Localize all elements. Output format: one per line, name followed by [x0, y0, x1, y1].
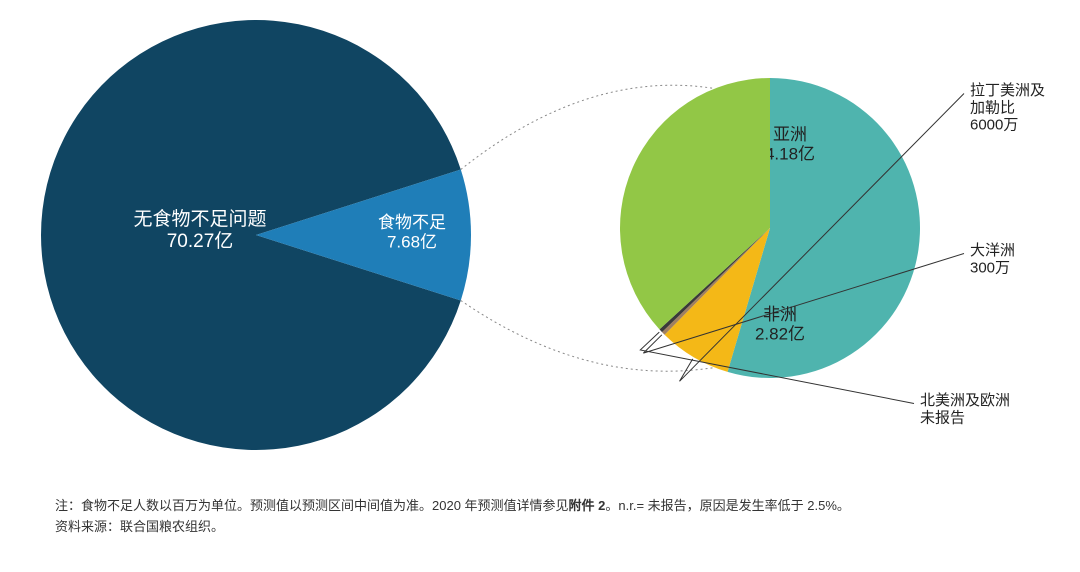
pie-right-label-oceania: 大洋洲300万 [970, 242, 1015, 276]
chart-svg: 无食物不足问题70.27亿 食物不足7.68亿 亚洲4.18亿 拉丁美洲及加勒比600… [0, 0, 1080, 572]
pie-right-label-na_eu-line: 北美洲及欧洲 [920, 392, 1010, 409]
pie-left-label-no_deficit-line: 70.27亿 [167, 230, 234, 252]
footnote-block: 注：食物不足人数以百万为单位。预测值以预测区间中间值为准。2020 年预测值详情… [55, 496, 850, 538]
pie-right-label-lac-line: 拉丁美洲及 [970, 82, 1045, 99]
pie-right-label-africa-line: 2.82亿 [755, 325, 805, 344]
pie-right-label-na_eu: 北美洲及欧洲未报告 [920, 392, 1010, 426]
pie-right-label-asia-line: 亚洲 [773, 125, 807, 144]
pie-right-label-asia-line: 4.18亿 [765, 145, 815, 164]
pie-left-label-food_deficit-line: 食物不足 [378, 213, 446, 232]
pie-right-label-africa-line: 非洲 [763, 305, 797, 324]
pie-right-label-lac: 拉丁美洲及加勒比6000万 [970, 82, 1045, 134]
footnote-line-1: 注：食物不足人数以百万为单位。预测值以预测区间中间值为准。2020 年预测值详情… [55, 496, 850, 517]
pie-left-label-food_deficit: 食物不足7.68亿 [378, 213, 446, 252]
pie-right-label-lac-line: 6000万 [970, 117, 1018, 134]
footnote-text: 注：食物不足人数以百万为单位。预测值以预测区间中间值为准。2020 年预测值详情… [55, 498, 569, 513]
pie-right-label-oceania-line: 300万 [970, 259, 1010, 276]
chart-stage: 无食物不足问题70.27亿 食物不足7.68亿 亚洲4.18亿 拉丁美洲及加勒比600… [0, 0, 1080, 572]
pie-right-label-na_eu-line: 未报告 [920, 409, 965, 426]
footnote-line-2: 资料来源：联合国粮农组织。 [55, 517, 850, 538]
pie-left-label-no_deficit-line: 无食物不足问题 [133, 208, 266, 230]
pie-left-label-food_deficit-line: 7.68亿 [387, 233, 437, 252]
pie-right-label-lac-line: 加勒比 [970, 99, 1015, 116]
footnote-text: 。n.r.= 未报告，原因是发生率低于 2.5%。 [605, 498, 850, 513]
footnote-strong: 附件 2 [569, 498, 606, 513]
pie-right-label-oceania-line: 大洋洲 [970, 242, 1015, 259]
